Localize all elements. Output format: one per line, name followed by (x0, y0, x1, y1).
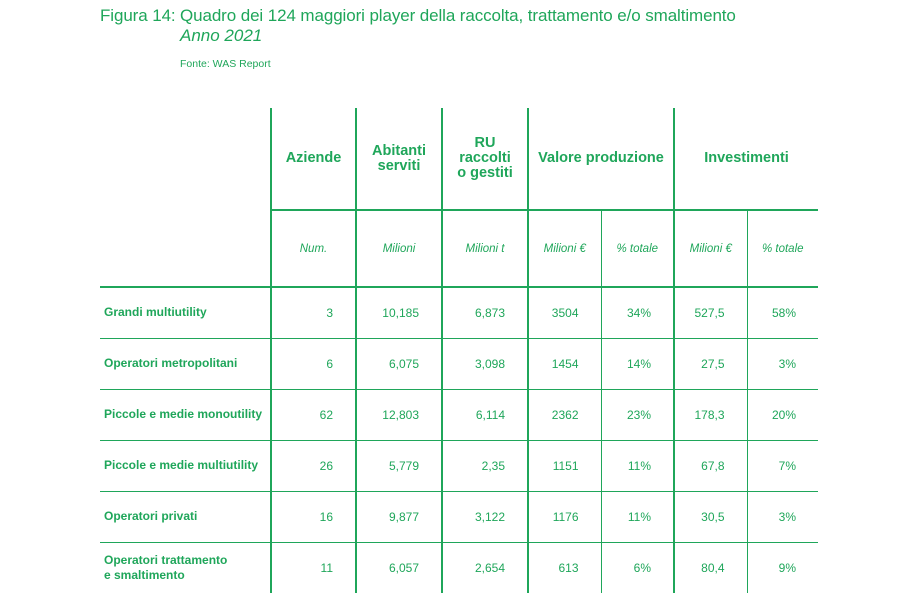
cell-abitanti: 6,075 (355, 337, 442, 389)
figure-year: Anno 2021 (180, 26, 263, 45)
cell-valore: 1151 (527, 439, 601, 491)
cell-inv-pct: 7% (746, 439, 819, 491)
cell-valore: 613 (527, 541, 601, 593)
header-abitanti: Abitanti serviti (355, 108, 442, 210)
cell-inv: 527,5 (673, 286, 747, 338)
unit-valore-pct: % totale (600, 209, 674, 287)
unit-aziende: Num. (270, 209, 356, 287)
cell-valore-pct: 11% (600, 490, 674, 542)
cell-aziende: 26 (270, 439, 356, 491)
cell-ru: 2,654 (441, 541, 528, 593)
cell-valore-pct: 6% (600, 541, 674, 593)
cell-ru: 2,35 (441, 439, 528, 491)
header-valore-produzione: Valore produzione (527, 108, 674, 210)
table-row: Operatori privati 16 9,877 3,122 1176 11… (100, 490, 819, 542)
cell-aziende: 3 (270, 286, 356, 338)
row-label: Operatori trattamento e smaltimento (100, 541, 271, 593)
figure-label: Figura 14: (100, 6, 176, 25)
unit-empty (100, 210, 271, 287)
cell-inv-pct: 3% (746, 337, 819, 389)
cell-inv: 178,3 (673, 388, 747, 440)
cell-valore: 1454 (527, 337, 601, 389)
cell-valore-pct: 34% (600, 286, 674, 338)
cell-inv: 30,5 (673, 490, 747, 542)
cell-abitanti: 10,185 (355, 286, 442, 338)
cell-valore: 2362 (527, 388, 601, 440)
cell-valore-pct: 11% (600, 439, 674, 491)
cell-inv-pct: 9% (746, 541, 819, 593)
unit-abitanti: Milioni (355, 209, 442, 287)
cell-abitanti: 12,803 (355, 388, 442, 440)
cell-valore: 3504 (527, 286, 601, 338)
table-row: Operatori metropolitani 6 6,075 3,098 14… (100, 337, 819, 389)
unit-row: Num. Milioni Milioni t Milioni € % total… (100, 209, 819, 287)
table-row: Piccole e medie multiutility 26 5,779 2,… (100, 439, 819, 491)
unit-ru: Milioni t (441, 209, 528, 287)
cell-aziende: 11 (270, 541, 356, 593)
data-table: Aziende Abitanti serviti RU raccolti o gest… (100, 108, 819, 593)
figure-source: Fonte: WAS Report (180, 58, 271, 70)
cell-valore-pct: 14% (600, 337, 674, 389)
cell-aziende: 16 (270, 490, 356, 542)
cell-inv-pct: 58% (746, 286, 819, 338)
cell-ru: 6,114 (441, 388, 528, 440)
cell-ru: 3,122 (441, 490, 528, 542)
header-empty (100, 108, 271, 210)
cell-abitanti: 5,779 (355, 439, 442, 491)
unit-inv-pct: % totale (746, 209, 819, 287)
cell-abitanti: 9,877 (355, 490, 442, 542)
cell-inv-pct: 3% (746, 490, 819, 542)
figure-title: Quadro dei 124 maggiori player della rac… (180, 6, 736, 25)
cell-abitanti: 6,057 (355, 541, 442, 593)
cell-valore: 1176 (527, 490, 601, 542)
header-row: Aziende Abitanti serviti RU raccolti o gest… (100, 108, 819, 210)
header-aziende: Aziende (270, 108, 356, 210)
row-label: Piccole e medie multiutility (100, 439, 271, 491)
cell-aziende: 62 (270, 388, 356, 440)
cell-valore-pct: 23% (600, 388, 674, 440)
cell-inv: 27,5 (673, 337, 747, 389)
cell-inv: 80,4 (673, 541, 747, 593)
row-label: Operatori privati (100, 490, 271, 542)
row-label: Piccole e medie monoutility (100, 388, 271, 440)
row-label: Operatori metropolitani (100, 337, 271, 389)
row-label: Grandi multiutility (100, 286, 271, 338)
unit-inv: Milioni € (673, 209, 747, 287)
cell-inv-pct: 20% (746, 388, 819, 440)
cell-ru: 6,873 (441, 286, 528, 338)
table-row: Operatori trattamento e smaltimento 11 6,… (100, 541, 819, 593)
header-investimenti: Investimenti (672, 108, 819, 210)
header-ru: RU raccolti o gestiti (441, 108, 528, 210)
cell-aziende: 6 (270, 337, 356, 389)
table-row: Piccole e medie monoutility 62 12,803 6,… (100, 388, 819, 440)
unit-valore: Milioni € (527, 209, 601, 287)
cell-inv: 67,8 (673, 439, 747, 491)
table-row: Grandi multiutility 3 10,185 6,873 3504 … (100, 286, 819, 338)
cell-ru: 3,098 (441, 337, 528, 389)
